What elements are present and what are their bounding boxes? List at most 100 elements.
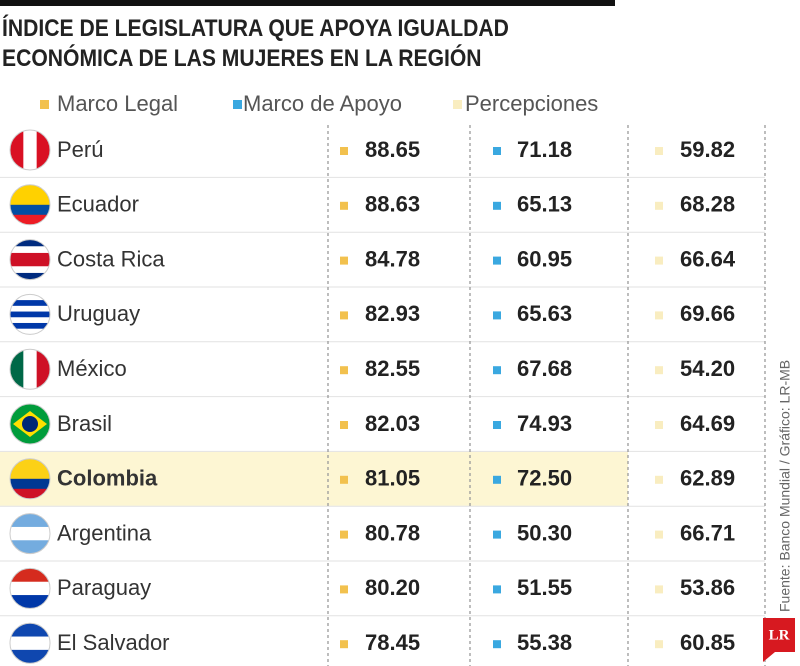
value-swatch — [340, 366, 348, 375]
value: 88.63 — [365, 192, 420, 217]
flag-stripe — [10, 540, 50, 554]
flag-stripe — [10, 595, 50, 609]
country-name: Brasil — [57, 411, 112, 436]
flag-stripe — [10, 259, 50, 267]
country-name: Argentina — [57, 520, 152, 545]
value-swatch — [655, 421, 663, 429]
value-swatch — [493, 201, 501, 210]
value: 64.69 — [680, 411, 735, 436]
flag-stripe — [10, 322, 50, 330]
title: ÍNDICE DE LEGISLATURA QUE APOYA IGUALDAD… — [2, 15, 509, 72]
source: Fuente: Banco Mundial / Gráfico: LR-MB — [777, 360, 793, 612]
flag-outline — [9, 567, 51, 609]
country-name: Perú — [57, 137, 103, 162]
value-swatch — [340, 530, 348, 539]
value: 53.86 — [680, 575, 735, 600]
value: 62.89 — [680, 466, 735, 491]
value-swatch — [655, 585, 663, 594]
value: 82.93 — [365, 301, 420, 326]
value: 66.64 — [680, 246, 736, 271]
flag-outline — [9, 348, 51, 390]
flag-stripe — [10, 649, 50, 664]
flag-stripe — [10, 252, 50, 261]
flag-stripe — [10, 526, 50, 541]
flag-outline — [9, 239, 51, 281]
flag-stripe — [10, 239, 50, 247]
value: 60.95 — [517, 246, 572, 271]
flag — [10, 458, 50, 499]
flag-stripe — [10, 328, 50, 335]
flag — [10, 239, 50, 280]
value-swatch — [340, 585, 348, 594]
legend-swatch — [40, 100, 49, 109]
value: 54.20 — [680, 356, 735, 381]
value: 55.38 — [517, 630, 572, 655]
value: 50.30 — [517, 520, 572, 545]
value-swatch — [655, 475, 663, 484]
value-swatch — [493, 147, 501, 155]
flag-outline — [9, 622, 51, 664]
value: 68.28 — [680, 192, 735, 217]
value: 65.63 — [517, 301, 572, 326]
value-swatch — [493, 366, 501, 375]
country-name: Colombia — [57, 466, 158, 491]
flag — [10, 568, 50, 609]
flag-stripe — [10, 636, 50, 651]
value: 69.66 — [680, 301, 735, 326]
value: 71.18 — [517, 137, 572, 162]
logo-box — [763, 618, 795, 652]
flag — [10, 513, 50, 554]
value-swatch — [493, 256, 501, 265]
legend-label: Percepciones — [465, 91, 598, 116]
value-swatch — [655, 640, 663, 649]
value-swatch — [493, 475, 501, 484]
flag-stripe — [10, 130, 24, 170]
value: 72.50 — [517, 466, 572, 491]
flag-outline — [9, 293, 51, 335]
value-swatch — [655, 530, 663, 539]
value-swatch — [340, 201, 348, 210]
flag-stripe — [10, 184, 50, 196]
flag-stripe — [10, 194, 50, 206]
country-name: Uruguay — [57, 301, 140, 326]
flag-outline — [9, 129, 51, 171]
value-swatch — [655, 147, 663, 155]
value-swatch — [655, 366, 663, 375]
flag — [10, 349, 50, 390]
value: 80.20 — [365, 575, 420, 600]
value: 82.55 — [365, 356, 420, 381]
value-swatch — [655, 201, 663, 210]
flag-stripe — [10, 478, 50, 490]
value-swatch — [493, 640, 501, 649]
flag-stripe — [10, 349, 24, 390]
value-swatch — [340, 256, 348, 265]
flag-stripe — [10, 272, 50, 280]
flag-globe — [22, 416, 38, 432]
value-swatch — [493, 530, 501, 539]
value-swatch — [340, 421, 348, 429]
flag-stripe — [10, 317, 50, 324]
flag-stripe — [10, 294, 50, 301]
value-swatch — [340, 475, 348, 484]
flag-stripe — [10, 266, 50, 274]
value-swatch — [493, 311, 501, 320]
value: 84.78 — [365, 246, 420, 271]
country-name: Ecuador — [57, 192, 139, 217]
flag-stripe — [10, 300, 50, 307]
value-swatch — [340, 147, 348, 155]
country-name: El Salvador — [57, 630, 170, 655]
legend-swatch — [233, 100, 242, 109]
flag — [10, 184, 50, 225]
flag-stripe — [23, 130, 38, 170]
flag-stripe — [10, 513, 50, 528]
value-swatch — [493, 585, 501, 594]
flag-stripe — [10, 311, 50, 318]
flag-stripe — [10, 581, 50, 596]
flag-stripe — [10, 246, 50, 254]
value: 78.45 — [365, 630, 420, 655]
value: 59.82 — [680, 137, 735, 162]
flag-stripe — [10, 214, 50, 225]
legend-label: Marco de Apoyo — [243, 91, 402, 116]
